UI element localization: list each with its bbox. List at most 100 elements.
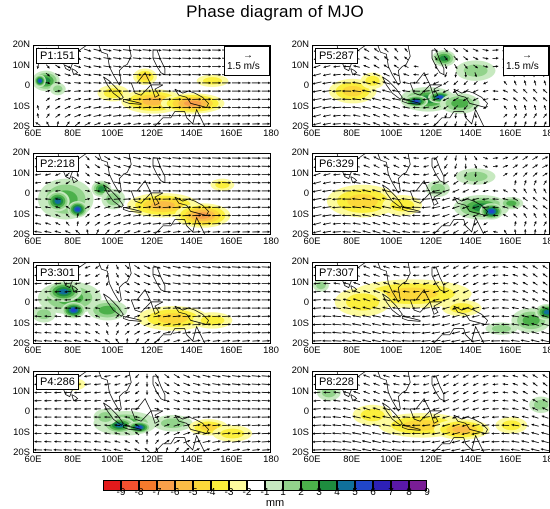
wind-vector [212, 265, 221, 269]
wind-vector [202, 391, 211, 395]
wind-vector [145, 390, 149, 395]
coastline-1 [382, 76, 403, 100]
x-tick-label: 120E [140, 128, 164, 139]
y-tick-label: 10S [292, 208, 309, 220]
wind-vector [212, 214, 221, 217]
phase-label-1: P1:151 [36, 48, 79, 64]
wind-vector [472, 281, 479, 286]
wind-vector [502, 282, 509, 285]
wind-vector [44, 407, 52, 411]
wind-vector [142, 205, 152, 209]
wind-vector [65, 172, 70, 177]
coastline-7 [153, 108, 206, 126]
wind-vector [402, 89, 411, 93]
wind-vector [231, 331, 241, 334]
y-tick-label: 10N [291, 385, 309, 397]
wind-vector [103, 122, 111, 126]
coastline-5 [431, 375, 445, 402]
wind-vector [452, 229, 459, 234]
wind-vector [122, 106, 132, 109]
wind-vector [172, 48, 182, 52]
wind-vector [113, 122, 121, 125]
wind-vector [192, 440, 201, 444]
wind-vector [241, 375, 251, 378]
x-tick-label: 120E [419, 454, 443, 465]
wind-vector [530, 448, 540, 452]
wind-vector [461, 331, 470, 335]
wind-vector [241, 165, 251, 168]
rain-anomaly-1-6 [38, 79, 42, 83]
wind-vector [342, 189, 352, 193]
wind-vector [134, 415, 140, 419]
wind-vector [333, 282, 341, 285]
wind-vector [251, 298, 261, 302]
wind-vector [372, 81, 381, 85]
wind-vector [106, 272, 109, 278]
wind-vector [362, 73, 371, 77]
wind-vector [482, 98, 489, 101]
wind-vector [332, 122, 341, 126]
wind-vector [232, 122, 241, 126]
wind-vector [212, 173, 221, 176]
wind-vector [464, 155, 468, 161]
wind-vector [232, 230, 241, 234]
wind-vector [442, 306, 450, 310]
wind-vector [231, 306, 241, 310]
wind-vector [521, 431, 530, 435]
wind-vector [444, 63, 448, 70]
wind-vector [402, 290, 410, 293]
wind-vector [433, 156, 439, 161]
x-tick-label: 80E [343, 345, 361, 356]
wind-vector [451, 331, 460, 335]
reference-vector-box: → 1.5 m/s [224, 46, 270, 76]
rain-anomaly-5-2 [360, 408, 385, 422]
wind-vector [212, 274, 221, 277]
wind-vector [231, 323, 241, 326]
wind-vector [433, 113, 439, 118]
rain-anomaly-6-2 [491, 324, 511, 333]
wind-vector [352, 181, 361, 184]
wind-vector [143, 306, 151, 310]
wind-vector [34, 290, 42, 294]
wind-vector [524, 221, 527, 227]
wind-vector [412, 89, 420, 93]
wind-vector [413, 114, 419, 117]
wind-vector [113, 173, 121, 177]
wind-vector [402, 407, 410, 411]
wind-vector [533, 221, 537, 227]
wind-vector [162, 173, 172, 176]
wind-vector [352, 331, 362, 334]
wind-vector [362, 431, 371, 435]
x-tick-label: 140E [180, 454, 203, 465]
wind-vector [193, 448, 200, 452]
wind-vector [65, 213, 70, 218]
wind-vector [183, 374, 191, 378]
wind-vector [251, 81, 261, 85]
wind-vector [532, 265, 538, 269]
phase-field-6 [313, 154, 549, 234]
wind-vector [35, 122, 41, 126]
wind-vector [342, 89, 352, 93]
wind-vector [342, 122, 351, 126]
wind-vector [261, 156, 270, 160]
wind-vector [452, 265, 459, 269]
wind-vector [382, 189, 391, 193]
wind-vector [492, 290, 499, 294]
coastline-5 [152, 49, 166, 76]
wind-vector [412, 374, 420, 378]
y-tick-label: 10S [13, 426, 30, 438]
wind-vector [95, 330, 100, 335]
wind-vector [172, 306, 181, 310]
wind-vector [372, 72, 380, 77]
wind-vector [352, 423, 361, 427]
wind-vector [192, 81, 201, 85]
wind-vector [123, 197, 132, 201]
wind-vector [262, 339, 270, 343]
wind-vector [84, 440, 91, 443]
coastline-5 [431, 157, 445, 184]
wind-vector [142, 81, 152, 85]
wind-vector [404, 56, 409, 61]
wind-vector [232, 375, 241, 378]
wind-vector [534, 121, 537, 126]
wind-vector [173, 230, 181, 233]
